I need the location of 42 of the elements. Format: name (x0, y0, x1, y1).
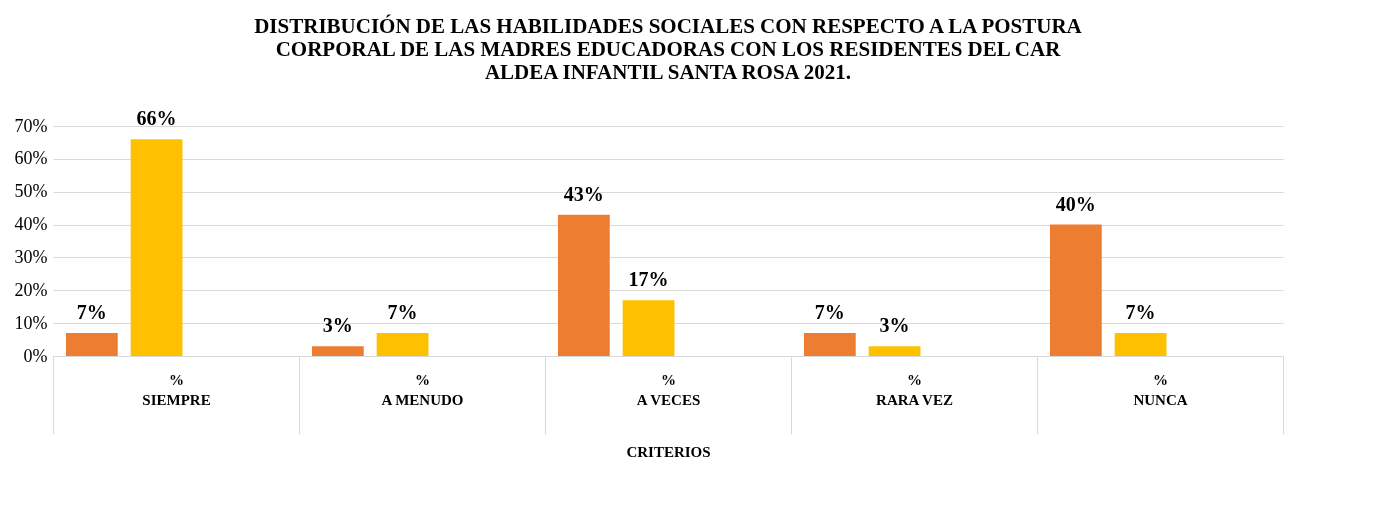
y-tick-label: 50% (14, 181, 48, 202)
bar (622, 300, 675, 356)
bar (130, 139, 183, 356)
y-tick-label: 70% (14, 115, 48, 136)
y-tick-label: 0% (23, 345, 48, 366)
bar (557, 214, 610, 356)
y-tick-label: 20% (14, 279, 48, 300)
text: % (1153, 371, 1168, 388)
text: % (907, 371, 922, 388)
data-label: 17% (628, 268, 669, 291)
data-label: 7% (814, 301, 845, 323)
bar (1049, 224, 1102, 356)
data-label: 7% (76, 301, 107, 323)
text: CORPORAL DE LAS MADRES EDUCADORAS CON LOS RESIDENTES DEL CAR (275, 37, 1061, 62)
text: ALDEA INFANTIL SANTA ROSA 2021. (484, 60, 852, 85)
bar (376, 333, 429, 356)
data-label: 3% (879, 314, 910, 337)
bar (803, 333, 856, 356)
bar (311, 346, 364, 356)
text: % (661, 371, 676, 388)
data-label: 43% (563, 182, 604, 205)
y-tick-label: 40% (14, 214, 48, 235)
x-tick-label: RARA VEZ (876, 391, 953, 408)
bar (868, 346, 921, 356)
y-tick-label: 10% (14, 312, 48, 333)
text: % (415, 371, 430, 388)
data-label: 66% (136, 107, 177, 130)
x-tick-label: A VECES (636, 391, 701, 408)
x-tick-label: NUNCA (1133, 391, 1188, 408)
data-label: 7% (1125, 301, 1156, 323)
data-label: 40% (1055, 192, 1096, 215)
text: % (169, 371, 184, 388)
x-tick-label: A MENUDO (381, 391, 464, 408)
x-axis-title: CRITERIOS (626, 444, 711, 460)
bar (65, 333, 118, 356)
data-label: 3% (322, 314, 353, 337)
x-tick-label: SIEMPRE (142, 391, 211, 408)
y-tick-label: 30% (14, 246, 48, 267)
bar (1114, 333, 1167, 356)
y-tick-label: 60% (14, 148, 48, 169)
text: DISTRIBUCIÓN DE LAS HABILIDADES SOCIALES CON RESPECTO A LA POSTURA (254, 14, 1082, 39)
data-label: 7% (387, 301, 418, 323)
